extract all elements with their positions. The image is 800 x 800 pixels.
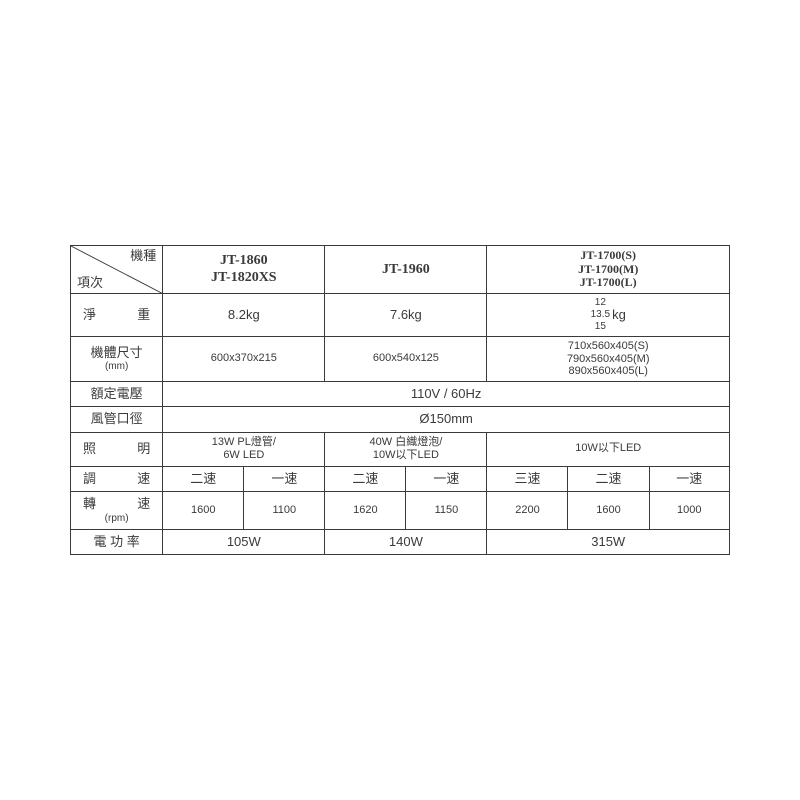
sp-cell-6: 二速 <box>568 467 649 492</box>
nw3-unit: kg <box>612 307 626 323</box>
sp-c2: 速 <box>137 471 150 487</box>
lt-c2: 明 <box>137 441 150 457</box>
duct-value: Ø150mm <box>163 407 730 432</box>
sp-cell-2: 一速 <box>244 467 325 492</box>
lt1-l1: 13W PL燈管/ <box>165 436 322 450</box>
nw-col1: 8.2kg <box>163 294 325 337</box>
row-rated-voltage: 額定電壓 110V / 60Hz <box>71 382 730 407</box>
model-2-line-1: JT-1960 <box>327 261 484 279</box>
lt2-l1: 40W 白織燈泡/ <box>327 436 484 450</box>
sp-cell-7: 一速 <box>649 467 729 492</box>
header-top-label: 機種 <box>130 248 156 264</box>
model-3-line-1: JT-1700(S) <box>489 249 727 263</box>
model-1-line-1: JT-1860 <box>165 252 322 270</box>
spec-table-container: 機種 項次 JT-1860 JT-1820XS JT-1960 JT-1700(… <box>70 245 730 556</box>
model-col-1: JT-1860 JT-1820XS <box>163 245 325 293</box>
bs-sub: (mm) <box>77 361 156 374</box>
lt-col3: 10W以下LED <box>487 432 730 467</box>
rpm-cell-7: 1000 <box>649 492 729 530</box>
row-rpm: 轉 速 (rpm) 1600 1100 1620 1150 2200 1600 … <box>71 492 730 530</box>
bs-label: 機體尺寸 <box>91 345 143 360</box>
model-3-line-2: JT-1700(M) <box>489 263 727 277</box>
pw-col1: 105W <box>163 530 325 555</box>
nw-col2: 7.6kg <box>325 294 487 337</box>
lt-c1: 照 <box>83 441 96 457</box>
lt2-l2: 10W以下LED <box>327 449 484 463</box>
lt-col2: 40W 白織燈泡/ 10W以下LED <box>325 432 487 467</box>
header-row: 機種 項次 JT-1860 JT-1820XS JT-1960 JT-1700(… <box>71 245 730 293</box>
rpm-cell-5: 2200 <box>487 492 568 530</box>
nw3-n2: 13.5 <box>591 309 610 320</box>
row-speed-levels: 調 速 二速 一速 二速 一速 三速 二速 一速 <box>71 467 730 492</box>
model-col-2: JT-1960 <box>325 245 487 293</box>
pw-col3: 315W <box>487 530 730 555</box>
model-1-line-2: JT-1820XS <box>165 269 322 287</box>
sp-cell-5: 三速 <box>487 467 568 492</box>
sp-cell-4: 一速 <box>406 467 487 492</box>
nw-char-1: 淨 <box>83 307 96 323</box>
model-3-line-3: JT-1700(L) <box>489 276 727 290</box>
rpm-cell-2: 1100 <box>244 492 325 530</box>
label-rated-voltage: 額定電壓 <box>71 382 163 407</box>
lt1-l2: 6W LED <box>165 449 322 463</box>
rpm-cell-1: 1600 <box>163 492 244 530</box>
header-diagonal-cell: 機種 項次 <box>71 245 163 293</box>
bs-col1: 600x370x215 <box>163 337 325 382</box>
sp-cell-1: 二速 <box>163 467 244 492</box>
nw-col3: 12 13.5 15 kg <box>487 294 730 337</box>
bs3-l3: 890x560x405(L) <box>489 365 727 378</box>
label-lighting: 照 明 <box>71 432 163 467</box>
row-power: 電 功 率 105W 140W 315W <box>71 530 730 555</box>
rpm-cell-3: 1620 <box>325 492 406 530</box>
bs-col3: 710x560x405(S) 790x560x405(M) 890x560x40… <box>487 337 730 382</box>
nw3-n3: 15 <box>595 321 606 332</box>
row-duct-diameter: 風管口徑 Ø150mm <box>71 407 730 432</box>
label-rpm: 轉 速 (rpm) <box>71 492 163 530</box>
label-duct: 風管口徑 <box>71 407 163 432</box>
bs3-l1: 710x560x405(S) <box>489 340 727 353</box>
row-lighting: 照 明 13W PL燈管/ 6W LED 40W 白織燈泡/ 10W以下LED … <box>71 432 730 467</box>
sp-cell-3: 二速 <box>325 467 406 492</box>
nw-char-2: 重 <box>137 307 150 323</box>
label-body-size: 機體尺寸 (mm) <box>71 337 163 382</box>
rpm-c2: 速 <box>137 496 150 512</box>
sp-c1: 調 <box>83 471 96 487</box>
rpm-sub: (rpm) <box>77 513 156 526</box>
model-col-3: JT-1700(S) JT-1700(M) JT-1700(L) <box>487 245 730 293</box>
header-bottom-label: 項次 <box>77 275 103 291</box>
rpm-cell-4: 1150 <box>406 492 487 530</box>
bs-col2: 600x540x125 <box>325 337 487 382</box>
lt-col1: 13W PL燈管/ 6W LED <box>163 432 325 467</box>
bs3-l2: 790x560x405(M) <box>489 353 727 366</box>
spec-table: 機種 項次 JT-1860 JT-1820XS JT-1960 JT-1700(… <box>70 245 730 556</box>
label-power: 電 功 率 <box>71 530 163 555</box>
label-speed: 調 速 <box>71 467 163 492</box>
rpm-cell-6: 1600 <box>568 492 649 530</box>
rpm-c1: 轉 <box>83 496 96 512</box>
rv-value: 110V / 60Hz <box>163 382 730 407</box>
pw-col2: 140W <box>325 530 487 555</box>
row-net-weight: 淨 重 8.2kg 7.6kg 12 13.5 15 kg <box>71 294 730 337</box>
nw3-n1: 12 <box>595 297 606 308</box>
label-net-weight: 淨 重 <box>71 294 163 337</box>
row-body-size: 機體尺寸 (mm) 600x370x215 600x540x125 710x56… <box>71 337 730 382</box>
